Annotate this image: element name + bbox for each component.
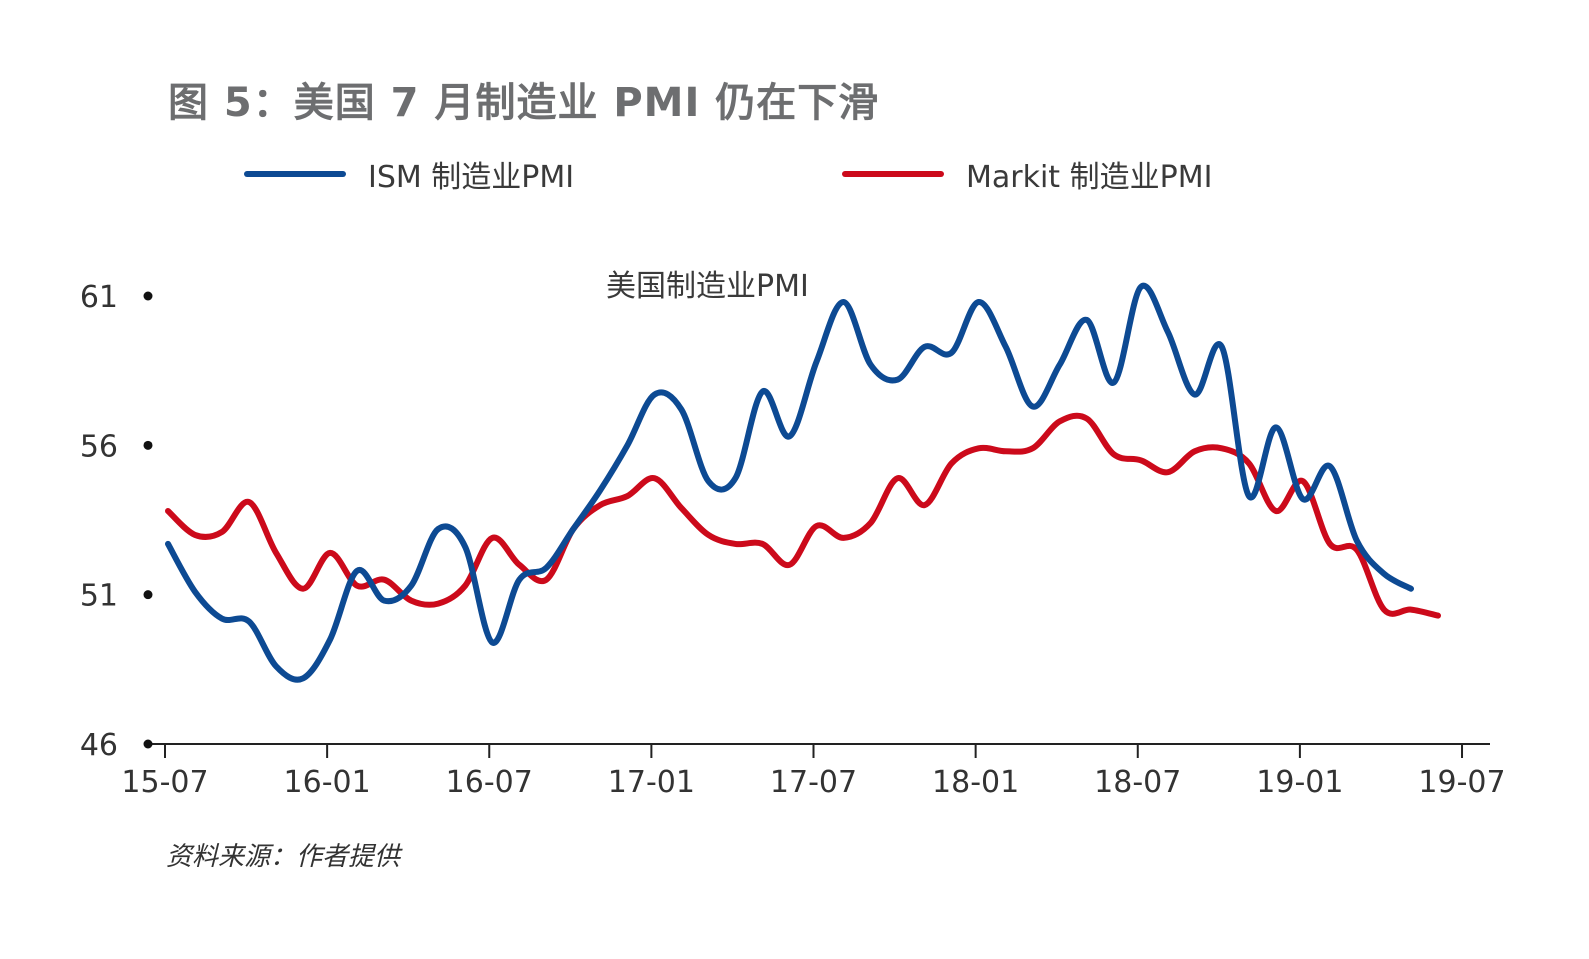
x-tick-label: 16-01 bbox=[284, 765, 371, 800]
series-lines bbox=[165, 282, 1441, 683]
y-tick-label: 46 bbox=[80, 728, 118, 763]
x-tick-label: 19-07 bbox=[1418, 765, 1505, 800]
chart-annotation: 美国制造业PMI bbox=[606, 269, 809, 304]
series-line-ism bbox=[165, 282, 1414, 683]
source-note: 资料来源：作者提供 bbox=[166, 842, 401, 872]
x-tick-label: 18-07 bbox=[1094, 765, 1181, 800]
x-tick-label: 15-07 bbox=[121, 765, 208, 800]
legend-swatch-markit bbox=[842, 171, 944, 177]
legend-swatch-ism bbox=[244, 171, 346, 177]
y-tick-dot bbox=[143, 291, 153, 301]
x-tick-label: 16-07 bbox=[446, 765, 533, 800]
chart-title: 图 5：美国 7 月制造业 PMI 仍在下滑 bbox=[168, 80, 880, 126]
y-tick-dot bbox=[143, 440, 153, 450]
legend-item-markit: Markit 制造业PMI bbox=[842, 152, 1212, 196]
y-tick-dot bbox=[143, 739, 153, 749]
x-tick-label: 18-01 bbox=[932, 765, 1019, 800]
x-tick-label: 17-01 bbox=[608, 765, 695, 800]
x-tick-label: 17-07 bbox=[770, 765, 857, 800]
legend-item-ism: ISM 制造业PMI bbox=[244, 152, 574, 196]
legend-label-ism: ISM 制造业PMI bbox=[368, 160, 575, 195]
legend-label-markit: Markit 制造业PMI bbox=[966, 160, 1213, 195]
x-tick-label: 19-01 bbox=[1256, 765, 1343, 800]
y-tick-label: 61 bbox=[80, 280, 118, 315]
y-tick-dot bbox=[143, 590, 153, 600]
y-tick-label: 56 bbox=[80, 429, 118, 464]
y-tick-label: 51 bbox=[80, 579, 118, 614]
series-line-markit bbox=[165, 412, 1441, 619]
